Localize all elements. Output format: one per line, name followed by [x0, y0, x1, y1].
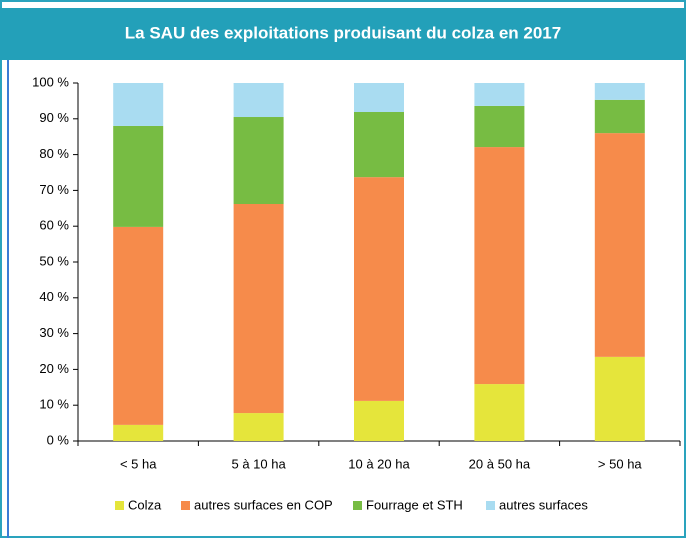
chart-title: La SAU des exploitations produisant du c… [125, 23, 561, 42]
y-tick-label: 30 % [39, 325, 69, 340]
legend-swatch [181, 501, 190, 510]
y-tick-label: 80 % [39, 146, 69, 161]
y-tick-label: 100 % [32, 74, 69, 89]
y-tick-label: 70 % [39, 182, 69, 197]
x-tick-label: 5 à 10 ha [231, 456, 286, 471]
x-tick-label: 20 à 50 ha [469, 456, 531, 471]
legend-label: Colza [128, 497, 162, 512]
y-tick-label: 0 % [47, 432, 70, 447]
bar-segment [474, 105, 525, 148]
legend-swatch [353, 501, 362, 510]
legend-swatch [115, 501, 124, 510]
bar-segment [354, 400, 404, 441]
x-tick-label: 10 à 20 ha [348, 456, 410, 471]
bar-segment [113, 83, 164, 126]
y-tick-label: 50 % [39, 253, 69, 268]
y-tick-label: 90 % [39, 110, 69, 125]
bar-segment [594, 133, 645, 357]
bar-segment [594, 83, 645, 100]
bar-segment [594, 356, 645, 441]
y-tick-label: 60 % [39, 218, 69, 233]
legend-label: autres surfaces [499, 497, 588, 512]
x-tick-label: < 5 ha [120, 456, 157, 471]
bar-segment [113, 226, 164, 425]
legend-label: Fourrage et STH [366, 497, 463, 512]
y-tick-label: 20 % [39, 361, 69, 376]
bar-segment [233, 413, 284, 441]
bar-segment [233, 117, 284, 205]
bar-segment [354, 111, 404, 178]
bar-segment [113, 125, 164, 227]
bar-segment [354, 177, 404, 401]
bar-segment [354, 83, 404, 112]
legend-label: autres surfaces en COP [194, 497, 333, 512]
y-tick-label: 40 % [39, 289, 69, 304]
bar-segment [233, 204, 284, 414]
legend-swatch [486, 501, 495, 510]
bar-segment [474, 384, 525, 441]
bar-segment [474, 83, 525, 106]
title-bar [0, 8, 686, 60]
x-tick-label: > 50 ha [598, 456, 643, 471]
bar-segment [474, 147, 525, 385]
bar-segment [233, 83, 284, 118]
bar-segment [113, 424, 164, 441]
bar-segment [594, 99, 645, 134]
y-tick-label: 10 % [39, 397, 69, 412]
